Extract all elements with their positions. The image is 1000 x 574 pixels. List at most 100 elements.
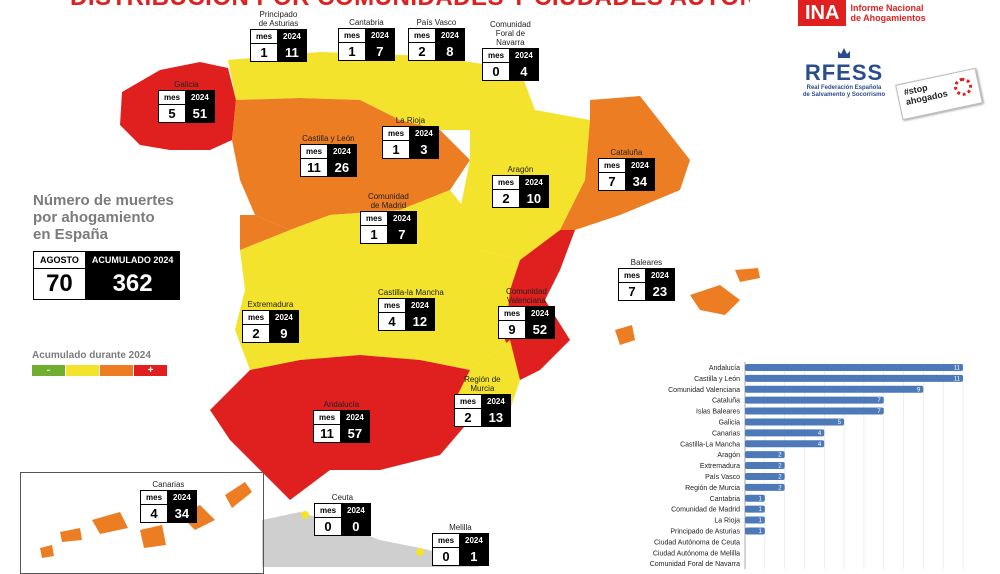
bar-value-label: 2 — [778, 485, 782, 491]
year-header: 2024 — [365, 28, 395, 43]
category-label: Canarias — [712, 430, 741, 437]
region-table: mes 2024 2 9 — [241, 310, 299, 343]
region-table: mes 2024 2 8 — [407, 28, 465, 61]
region-shape-ceuta — [301, 511, 309, 519]
region-table: mes 2024 1 7 — [359, 211, 417, 244]
year-value: 3 — [409, 140, 439, 159]
region-name: Ceuta — [331, 493, 354, 502]
year-header: 2024 — [269, 310, 299, 325]
mes-value: 7 — [617, 282, 647, 301]
mes-value: 1 — [381, 140, 411, 159]
mes-header: mes — [337, 28, 367, 43]
region-table: mes 2024 11 26 — [299, 144, 357, 177]
region-table: mes 2024 0 4 — [481, 48, 539, 81]
region-table: mes 2024 1 3 — [381, 126, 439, 159]
category-label: Región de Murcia — [685, 485, 740, 492]
bar — [745, 396, 884, 404]
canarias-islands — [40, 482, 252, 558]
bar — [745, 472, 785, 480]
bar — [745, 483, 785, 491]
region-name: La Rioja — [395, 116, 426, 125]
region-shape-north — [228, 52, 535, 130]
region-box: Castilla-la Mancha mes 2024 4 12 — [377, 288, 444, 331]
mes-header: mes — [249, 29, 279, 44]
mes-header: mes — [299, 144, 329, 159]
bar-value-label: 4 — [818, 431, 822, 437]
bar — [745, 440, 825, 448]
region-name: Galicia — [174, 80, 199, 89]
mes-value: 7 — [597, 172, 627, 191]
region-shape-menorca — [735, 268, 760, 282]
year-value: 34 — [625, 172, 655, 191]
region-name: Extremadura — [247, 300, 294, 309]
region-box: Extremadura mes 2024 2 9 — [241, 300, 299, 343]
mes-header: mes — [481, 48, 511, 63]
bar — [745, 505, 765, 513]
year-header: 2024 — [405, 298, 435, 313]
bar — [745, 407, 884, 415]
mes-value: 1 — [337, 42, 367, 61]
bar-value-label: 1 — [758, 529, 762, 535]
region-table: mes 2024 5 51 — [157, 90, 215, 123]
mes-header: mes — [241, 310, 271, 325]
mes-header: mes — [407, 28, 437, 43]
mes-value: 2 — [241, 324, 271, 343]
mes-header: mes — [597, 158, 627, 173]
rfess-logo: RFESS Real Federación Española de Salvam… — [798, 46, 890, 99]
region-box: Canarias mes 2024 4 34 — [139, 480, 197, 523]
region-name: Baleares — [630, 258, 663, 267]
region-box: Comunidad Foral de Navarra mes 2024 0 4 — [481, 20, 539, 81]
region-box: Ceuta mes 2024 0 0 — [313, 493, 371, 536]
mes-value: 2 — [453, 408, 483, 427]
category-label: Comunidad Valenciana — [668, 387, 740, 394]
bar — [745, 385, 924, 393]
mes-value: 1 — [359, 225, 389, 244]
year-header: 2024 — [277, 29, 307, 44]
year-header: 2024 — [185, 90, 215, 105]
mes-value: 0 — [431, 547, 461, 566]
year-value: 13 — [481, 408, 511, 427]
region-box: Galicia mes 2024 5 51 — [157, 80, 215, 123]
mes-header: mes — [617, 268, 647, 283]
region-name: Andalucía — [323, 400, 360, 409]
region-name: Aragón — [507, 165, 534, 174]
rfess-text: Real Federación Española de Salvamento y… — [802, 85, 886, 98]
ina-logo: INA Informe Nacional de Ahogamientos — [798, 0, 926, 26]
mes-header: mes — [359, 211, 389, 226]
region-box: Cataluña mes 2024 7 34 — [597, 148, 655, 191]
region-box: La Rioja mes 2024 1 3 — [381, 116, 439, 159]
summary-table: AGOSTO ACUMULADO 2024 70 362 — [33, 251, 181, 300]
category-label: Galicia — [719, 419, 741, 426]
region-name: Comunidad Foral de Navarra — [489, 20, 531, 47]
ina-text: Informe Nacional de Ahogamientos — [850, 3, 926, 23]
region-box: Aragón mes 2024 2 10 — [491, 165, 549, 208]
category-label: Cantabria — [710, 496, 740, 503]
agosto-value: 70 — [33, 268, 86, 300]
region-box: Comunidad de Madrid mes 2024 1 7 — [359, 192, 417, 244]
year-value: 26 — [327, 158, 357, 177]
year-value: 8 — [435, 42, 465, 61]
mes-header: mes — [381, 126, 411, 141]
region-box: Región de Murcia mes 2024 2 13 — [453, 375, 511, 427]
year-value: 10 — [519, 189, 549, 208]
bar-value-label: 9 — [917, 387, 921, 393]
bar — [745, 374, 963, 382]
region-box: Principado de Asturias mes 2024 1 11 — [249, 10, 307, 62]
bar — [745, 451, 785, 459]
legend-swatch-red: + — [134, 365, 167, 376]
rfess-mark: RFESS — [804, 60, 884, 85]
category-label: Castilla-La Mancha — [680, 441, 740, 448]
region-name: Comunidad de Madrid — [367, 192, 409, 210]
region-table: mes 2024 0 1 — [431, 533, 489, 566]
year-header: 2024 — [167, 490, 197, 505]
legend-title: Acumulado durante 2024 — [32, 350, 151, 361]
region-name: Comunidad Valenciana — [505, 287, 547, 305]
category-label: Ciudad Autónoma de Ceuta — [654, 539, 740, 546]
mes-value: 0 — [313, 517, 343, 536]
legend-swatches: - + — [32, 365, 168, 383]
bar-value-label: 4 — [818, 442, 822, 448]
year-header: 2024 — [341, 503, 371, 518]
summary-heading: Número de muertes por ahogamiento en Esp… — [33, 192, 174, 243]
region-table: mes 2024 7 23 — [617, 268, 675, 301]
